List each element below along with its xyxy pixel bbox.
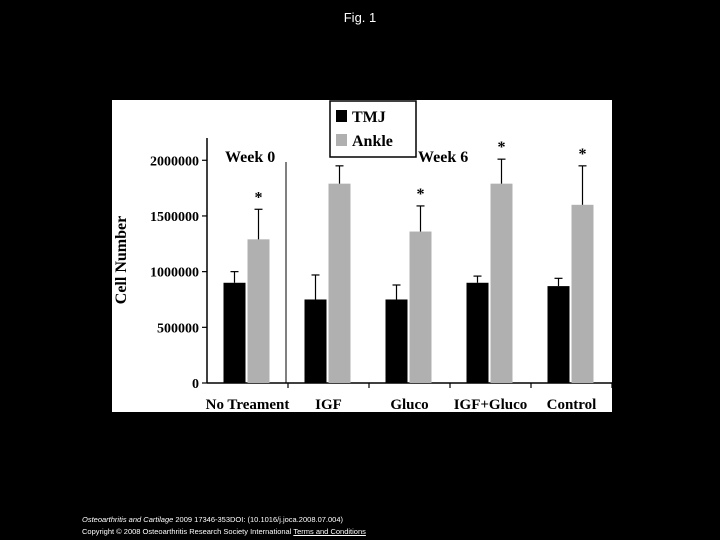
y-tick-label: 2000000 — [150, 154, 199, 169]
y-tick-label: 1500000 — [150, 210, 199, 225]
y-axis-title: Cell Number — [113, 216, 130, 304]
y-tick-label: 0 — [192, 377, 199, 392]
slide-title: Fig. 1 — [343, 10, 377, 25]
citation-line-1: Osteoarthritis and Cartilage 2009 17346-… — [82, 514, 366, 526]
x-tick-label: Control — [547, 397, 597, 412]
significance-marker: * — [255, 189, 263, 206]
y-tick-label: 1000000 — [150, 266, 199, 281]
group-label-week-0: Week 0 — [225, 149, 275, 166]
bar-chart: 0 500000 1000000 1500000 2000000 Cell Number *… — [113, 100, 612, 412]
group-label-week-6: Week 6 — [418, 149, 468, 166]
citation: Osteoarthritis and Cartilage 2009 17346-… — [82, 514, 366, 538]
significance-marker: * — [417, 186, 425, 203]
bar-tmj-2 — [385, 299, 408, 383]
legend: TMJ Ankle — [329, 100, 417, 158]
x-tick-label: IGF — [315, 397, 342, 412]
y-tick-label: 500000 — [157, 321, 199, 336]
bar-ankle-0 — [247, 239, 270, 383]
terms-link[interactable]: Terms and Conditions — [293, 527, 366, 536]
x-tick-label: No Treament — [206, 397, 290, 412]
bar-ankle-1 — [328, 183, 351, 383]
bar-ankle-2 — [409, 231, 432, 383]
legend-swatch-ankle — [336, 134, 347, 146]
chart-panel: 0 500000 1000000 1500000 2000000 Cell Number *… — [112, 100, 612, 412]
bars — [223, 158, 594, 383]
bar-tmj-4 — [547, 286, 570, 383]
x-tick-label: Gluco — [390, 397, 428, 412]
chart-labels: 0 500000 1000000 1500000 2000000 Cell Number *… — [113, 139, 596, 412]
copyright-text: Copyright © 2008 Osteoarthritis Research… — [82, 527, 294, 536]
citation-line-2: Copyright © 2008 Osteoarthritis Research… — [82, 526, 366, 538]
bar-tmj-3 — [466, 282, 489, 383]
significance-marker: * — [498, 139, 506, 156]
legend-label-tmj: TMJ — [352, 109, 386, 126]
bar-tmj-0 — [223, 282, 246, 383]
legend-label-ankle: Ankle — [352, 133, 393, 150]
legend-swatch-tmj — [336, 110, 347, 122]
x-tick-label: IGF+Gluco — [454, 397, 528, 412]
axes — [202, 138, 612, 388]
citation-journal: Osteoarthritis and Cartilage — [82, 515, 174, 524]
bar-ankle-4 — [571, 204, 594, 383]
bar-tmj-1 — [304, 299, 327, 383]
citation-details: 2009 17346-353DOI: (10.1016/j.joca.2008.… — [173, 515, 344, 524]
significance-marker: * — [579, 146, 587, 163]
bar-ankle-3 — [490, 183, 513, 383]
